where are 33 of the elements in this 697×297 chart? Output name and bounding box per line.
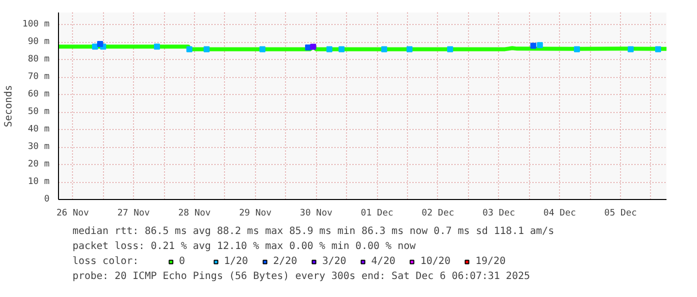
x-tick-label: 26 Nov bbox=[56, 208, 89, 218]
y-tick-label: 40 m bbox=[28, 124, 50, 135]
x-tick-label: 01 Dec bbox=[360, 208, 394, 218]
x-tick-label: 30 Nov bbox=[300, 208, 332, 218]
text: packet loss: 0.21 % avg 12.10 % max 0.00 % min 0.00 % now bbox=[72, 241, 417, 252]
legend-label: 2/20 bbox=[273, 255, 298, 267]
y-tick-label: 60 m bbox=[28, 90, 50, 100]
x-tick-label: 02 Dec bbox=[422, 208, 454, 218]
legend-label: 10/20 bbox=[420, 255, 450, 267]
y-tick-label: 80 m bbox=[28, 54, 50, 65]
y-tick-label: 20 m bbox=[28, 160, 50, 170]
legend-title: loss color: bbox=[72, 256, 139, 267]
legend-label: 0 bbox=[179, 255, 186, 267]
y-tick-label: 30 m bbox=[28, 142, 50, 152]
y-tick-label: 90 m bbox=[28, 37, 50, 48]
x-tick-label: 03 Dec bbox=[482, 208, 516, 218]
text: median rtt: 86.5 ms avg 88.2 ms max 85.9 ms min 86.3 ms now 0.7 ms sd 118.1 am/s bbox=[72, 226, 554, 237]
x-tick-label: 28 Nov bbox=[178, 208, 211, 218]
text: probe: 20 ICMP Echo Pings (56 Bytes) every 300s end: Sat Dec 6 06:07:31 2025 bbox=[72, 271, 530, 282]
x-tick-label: 04 Dec bbox=[543, 208, 576, 218]
legend-label: 19/20 bbox=[475, 255, 506, 267]
legend-label: 4/20 bbox=[371, 255, 396, 267]
y-tick-label: 100 m bbox=[22, 20, 50, 30]
x-tick-label: 05 Dec bbox=[604, 208, 637, 218]
legend-label: 1/20 bbox=[224, 255, 248, 267]
y-axis-title: Seconds bbox=[3, 84, 14, 128]
x-tick-label: 29 Nov bbox=[239, 208, 272, 218]
legend-label: 3/20 bbox=[322, 255, 346, 267]
y-tick-label: 0 bbox=[44, 194, 50, 204]
y-tick-label: 50 m bbox=[28, 107, 50, 118]
y-tick-label: 70 m bbox=[28, 72, 50, 82]
y-tick-label: 10 m bbox=[28, 177, 50, 188]
x-tick-label: 27 Nov bbox=[117, 208, 150, 218]
